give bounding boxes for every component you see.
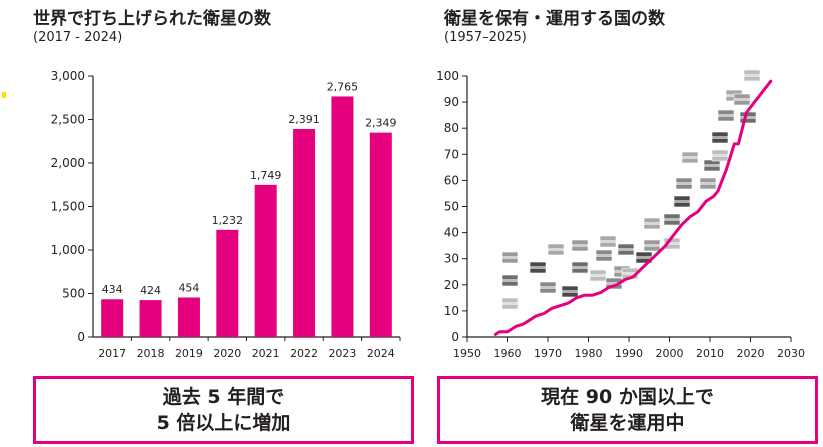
x-tick-label: 2020	[213, 347, 241, 360]
flag-icon-stripe	[530, 266, 546, 269]
bar	[331, 96, 354, 337]
bar-value-label: 424	[140, 284, 161, 297]
flag-icon-stripe	[664, 242, 680, 245]
right-caption-box: 現在 90 か国以上で 衛星を運用中	[437, 376, 818, 444]
x-tick-label: 2022	[290, 347, 318, 360]
flag-icon-stripe	[682, 156, 698, 159]
bar-value-label: 2,349	[365, 117, 397, 130]
flag-icon-stripe	[700, 182, 716, 185]
x-tick-label: 2019	[175, 347, 203, 360]
bar	[139, 300, 162, 337]
x-tick-label: 2017	[98, 347, 126, 360]
y-tick-label: 3,000	[51, 69, 85, 83]
countries-line	[493, 79, 773, 336]
left-caption-line1: 過去 5 年間で	[162, 386, 285, 408]
y-tick-label: 1,000	[51, 243, 85, 257]
flag-icon-stripe	[712, 136, 728, 139]
y-tick-label: 20	[444, 278, 459, 292]
flag-icon-stripe	[744, 74, 760, 77]
x-tick-label: 1970	[534, 347, 562, 360]
right-caption-line1: 現在 90 か国以上で	[541, 386, 714, 408]
flag-icons	[501, 69, 761, 310]
flag-icon-stripe	[622, 272, 638, 275]
bar-chart: 0 500 1,000 1,500 2,000 2,500 3,000 434 2017 424 2…	[51, 69, 401, 360]
x-tick-label: 2020	[737, 347, 765, 360]
flag-icon-stripe	[664, 218, 680, 221]
y-tick-label: 70	[444, 147, 459, 161]
bar	[177, 297, 200, 337]
right-chart-subtitle: (1957–2025)	[444, 30, 527, 45]
flag-icon-stripe	[644, 244, 660, 247]
left-chart-title: 世界で打ち上げられた衛星の数	[33, 9, 271, 29]
y-tick-label: 0	[451, 330, 459, 344]
y-tick-label: 0	[77, 330, 85, 344]
x-tick-label: 2000	[656, 347, 684, 360]
y-tick-label: 1,500	[51, 200, 85, 214]
flag-icon-stripe	[718, 114, 734, 117]
flag-icon-stripe	[606, 282, 622, 285]
x-tick-label: 1960	[494, 347, 522, 360]
flag-icon-stripe	[644, 222, 660, 225]
flag-icon-stripe	[618, 248, 634, 251]
left-caption-line2: 5 倍以上に増加	[156, 412, 291, 434]
flag-icon-stripe	[572, 266, 588, 269]
bar	[216, 229, 239, 337]
bar-value-label: 1,232	[212, 214, 244, 227]
y-tick-label: 10	[444, 304, 459, 318]
bar-value-label: 1,749	[250, 169, 282, 182]
bar	[254, 184, 277, 337]
y-tick-label: 90	[444, 95, 459, 109]
x-tick-label: 2030	[777, 347, 805, 360]
y-tick-label: 40	[444, 226, 459, 240]
bar-value-label: 434	[102, 283, 123, 296]
left-caption-box: 過去 5 年間で 5 倍以上に増加	[33, 376, 414, 444]
right-chart-title: 衛星を保有・運用する国の数	[444, 9, 665, 29]
flag-icon-stripe	[636, 256, 652, 259]
x-tick-label: 2021	[252, 347, 280, 360]
y-tick-label: 50	[444, 200, 459, 214]
y-tick-label: 30	[444, 252, 459, 266]
bar	[369, 132, 392, 337]
bar-value-label: 2,765	[327, 80, 359, 93]
x-tick-label: 1990	[615, 347, 643, 360]
flag-icon-stripe	[734, 98, 750, 101]
flag-icon-stripe	[562, 290, 578, 293]
flag-icon-stripe	[600, 240, 616, 243]
x-tick-label: 2024	[367, 347, 395, 360]
flag-icon-stripe	[540, 286, 556, 289]
x-tick-label: 1980	[575, 347, 603, 360]
left-chart-subtitle: (2017 - 2024)	[33, 30, 123, 45]
y-tick-label: 100	[436, 69, 459, 83]
x-tick-label: 2010	[696, 347, 724, 360]
y-tick-label: 2,000	[51, 156, 85, 170]
x-tick-label: 2023	[328, 347, 356, 360]
bar-value-label: 2,391	[288, 113, 320, 126]
bar	[293, 128, 316, 337]
y-tick-label: 60	[444, 173, 459, 187]
x-tick-label: 2018	[137, 347, 165, 360]
right-caption-line2: 衛星を運用中	[570, 412, 685, 434]
flag-icon-stripe	[676, 182, 692, 185]
flag-icon-stripe	[502, 279, 518, 282]
flag-icon-stripe	[712, 154, 728, 157]
flag-icon-stripe	[590, 274, 606, 277]
bar	[101, 299, 124, 337]
flag-icon-stripe	[740, 116, 756, 119]
flag-icon-stripe	[502, 256, 518, 259]
flag-icon-stripe	[596, 254, 612, 257]
flag-icon-stripe	[704, 164, 720, 167]
y-tick-label: 80	[444, 121, 459, 135]
flag-icon-stripe	[674, 200, 690, 203]
x-tick-label: 1950	[453, 347, 481, 360]
yellow-edge-marker	[2, 92, 6, 98]
flag-icon-stripe	[502, 302, 518, 305]
flag-icon-stripe	[572, 244, 588, 247]
bar-value-label: 454	[178, 282, 199, 295]
flag-icon-stripe	[548, 248, 564, 251]
y-tick-label: 500	[62, 287, 85, 301]
y-tick-label: 2,500	[51, 113, 85, 127]
